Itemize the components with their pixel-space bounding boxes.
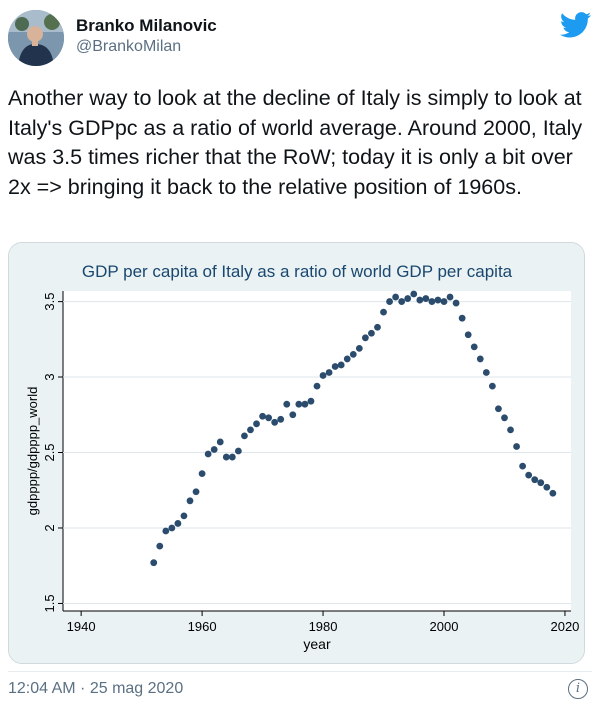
data-point [247, 426, 254, 434]
x-tick-label: 1960 [188, 619, 217, 634]
data-point [488, 382, 496, 390]
x-tick-label: 1980 [309, 619, 338, 634]
author-name[interactable]: Branko Milanovic [76, 16, 217, 35]
y-axis-label: gdpppp/gdpppp_world [25, 387, 40, 516]
chart-image[interactable]: GDP per capita of Italy as a ratio of wo… [8, 242, 585, 664]
data-point [216, 438, 224, 446]
y-tick-label: 2.5 [42, 443, 57, 461]
y-tick-label: 3 [42, 373, 57, 380]
data-point [204, 450, 212, 458]
data-point [307, 397, 315, 405]
plot-area [63, 291, 571, 611]
data-point [549, 489, 557, 497]
data-point [349, 350, 357, 358]
data-point [301, 400, 309, 408]
data-point [416, 296, 424, 304]
data-point [355, 344, 363, 352]
avatar[interactable] [8, 10, 64, 66]
data-point [525, 471, 533, 479]
data-point [289, 411, 297, 419]
data-point [398, 298, 406, 305]
data-point [186, 497, 194, 505]
data-point [476, 355, 484, 363]
data-point [531, 476, 539, 484]
data-point [392, 293, 400, 301]
data-point [464, 331, 472, 339]
chart-title: GDP per capita of Italy as a ratio of wo… [82, 262, 513, 281]
data-point [259, 412, 266, 420]
data-point [331, 363, 339, 370]
data-point [234, 447, 242, 455]
data-point [337, 361, 345, 369]
data-point [162, 527, 170, 535]
data-point [313, 382, 321, 390]
x-tick-label: 2000 [430, 619, 459, 634]
data-point [180, 512, 188, 520]
data-point [295, 400, 303, 408]
data-point [507, 426, 514, 434]
data-point [253, 420, 260, 428]
y-tick-label: 1.5 [42, 594, 57, 612]
x-tick-label: 2020 [550, 619, 579, 634]
data-point [410, 290, 418, 298]
author-handle[interactable]: @BrankoMilan [76, 38, 182, 55]
data-point [482, 369, 490, 376]
data-point [228, 453, 236, 461]
tweet-text: Another way to look at the decline of It… [8, 86, 583, 199]
data-point [198, 470, 206, 478]
data-point [428, 298, 436, 305]
data-point [537, 479, 545, 487]
twitter-bird-icon[interactable] [560, 12, 592, 38]
data-point [452, 299, 460, 307]
data-point [361, 334, 369, 342]
data-point [241, 432, 248, 440]
data-point [422, 295, 430, 302]
data-point [210, 446, 218, 453]
data-point [156, 542, 164, 550]
timestamp[interactable]: 12:04 AM · 25 mag 2020 [8, 680, 184, 697]
data-point [192, 488, 200, 496]
data-point [283, 400, 291, 408]
data-point [174, 520, 182, 527]
data-point [495, 405, 502, 413]
data-point [440, 298, 448, 305]
data-point [265, 414, 273, 422]
data-point [271, 418, 279, 426]
data-point [470, 343, 478, 351]
data-point [277, 415, 285, 423]
data-point [380, 308, 387, 316]
x-axis-label: year [303, 636, 331, 652]
data-point [446, 293, 454, 301]
data-point [222, 453, 230, 461]
data-point [458, 314, 466, 322]
info-icon[interactable]: i [568, 679, 588, 699]
data-point [368, 329, 375, 337]
data-point [513, 443, 520, 450]
data-point [543, 483, 551, 491]
data-point [319, 372, 327, 379]
data-point [168, 524, 176, 532]
data-point [519, 462, 527, 470]
data-point [325, 369, 333, 376]
data-point [150, 559, 158, 567]
data-point [386, 298, 393, 305]
x-tick-label: 1940 [67, 619, 96, 634]
y-tick-label: 2 [42, 524, 57, 531]
data-point [501, 414, 508, 422]
data-point [374, 323, 381, 331]
y-tick-label: 3.5 [42, 293, 57, 311]
data-point [434, 296, 442, 304]
data-point [404, 295, 412, 302]
data-point [343, 355, 351, 363]
divider [8, 671, 592, 672]
scatter-chart: GDP per capita of Italy as a ratio of wo… [9, 243, 584, 663]
